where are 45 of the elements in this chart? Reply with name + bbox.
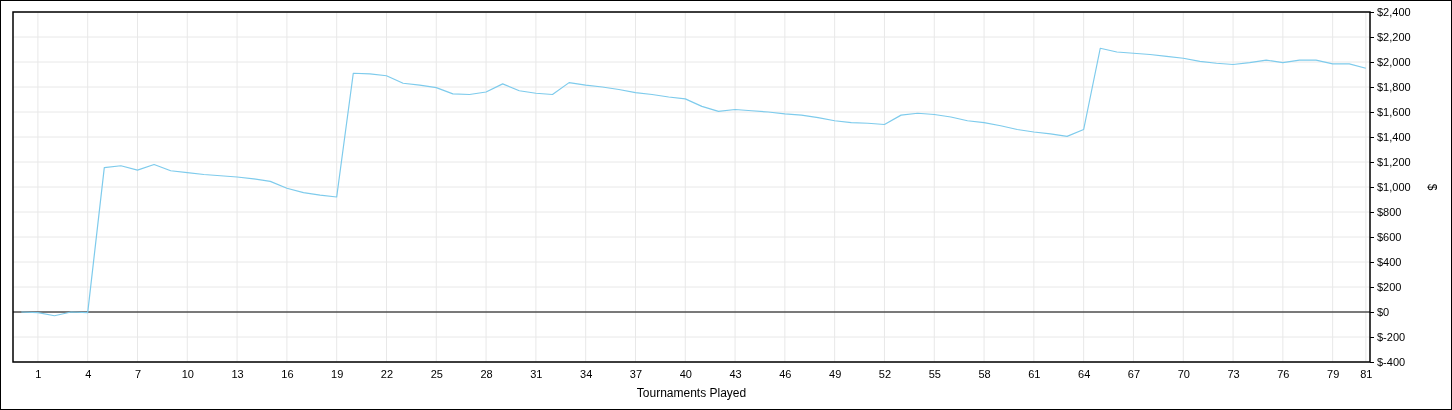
x-tick-label: 31 [530,367,543,380]
y-axis-title: $ [1425,183,1439,191]
y-tick-label: $400 [1377,256,1402,269]
y-tick-label: $1,200 [1377,156,1411,169]
x-tick-label: 61 [1028,367,1041,380]
y-tick-label: $-200 [1377,331,1406,344]
x-tick-label: 4 [85,367,92,380]
x-tick-label: 46 [779,367,792,380]
x-tick-label: 73 [1227,367,1240,380]
x-tick-label: 7 [134,367,142,380]
x-tick-label: 64 [1078,367,1091,380]
x-tick-label: 28 [480,367,493,380]
y-tick-label: $1,000 [1377,181,1411,194]
y-tick-label: $800 [1377,206,1402,219]
x-tick-label: 25 [430,367,443,380]
x-tick-label: 49 [829,367,842,380]
x-tick-label: 40 [679,367,692,380]
y-tick-label: $2,400 [1377,6,1411,19]
y-tick-label: $600 [1377,231,1402,244]
x-tick-label: 16 [281,367,294,380]
x-tick-label: 10 [181,367,194,380]
x-tick-label: 37 [629,367,643,380]
y-tick-label: $0 [1377,306,1390,319]
x-tick-label: 67 [1127,367,1141,380]
x-axis-title: Tournaments Played [636,386,747,400]
x-tick-label: 34 [580,367,593,380]
x-tick-label: 79 [1327,367,1340,380]
y-tick-label: $200 [1377,281,1402,294]
x-tick-label: 19 [331,367,344,380]
x-tick-label: 1 [35,367,42,380]
x-tick-label: 81 [1360,367,1373,380]
x-tick-label: 43 [729,367,742,380]
y-tick-label: $1,800 [1377,81,1411,94]
y-tick-label: $2,200 [1377,31,1411,44]
x-tick-label: 58 [978,367,991,380]
y-tick-label: $-400 [1377,356,1406,369]
x-tick-label: 52 [878,367,892,380]
x-tick-label: 22 [380,367,394,380]
x-tick-label: 76 [1277,367,1290,380]
y-tick-label: $1,600 [1377,106,1411,119]
y-tick-label: $1,400 [1377,131,1411,144]
x-tick-label: 13 [231,367,244,380]
x-tick-label: 55 [928,367,941,380]
x-tick-label: 70 [1177,367,1190,380]
y-tick-label: $2,000 [1377,56,1411,69]
